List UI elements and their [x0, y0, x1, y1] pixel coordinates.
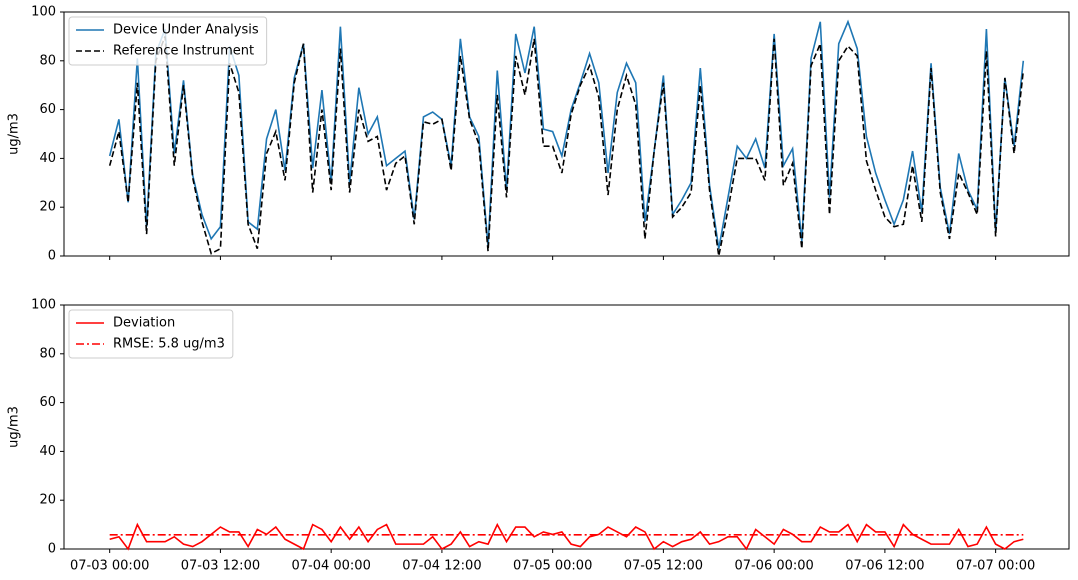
legend-label: Device Under Analysis — [113, 23, 259, 38]
y-tick-label: 20 — [39, 200, 56, 215]
series-line — [108, 19, 1025, 249]
y-tick-label: 0 — [48, 249, 56, 264]
legend-label: Deviation — [113, 316, 175, 331]
plot-area — [63, 304, 1070, 550]
x-tick-label: 07-05 00:00 — [513, 559, 592, 574]
y-tick-label: 0 — [48, 542, 56, 557]
y-axis-label: ug/m3 — [7, 406, 22, 448]
series-line — [108, 36, 1025, 257]
y-tick-label: 80 — [39, 346, 56, 361]
x-tick-label: 07-03 12:00 — [181, 559, 260, 574]
legend-box — [68, 16, 268, 66]
x-tick-label: 07-05 12:00 — [624, 559, 703, 574]
y-tick-label: 60 — [39, 102, 56, 117]
legend-box — [68, 309, 234, 359]
y-tick-label: 20 — [39, 493, 56, 508]
legend-label: RMSE: 5.8 ug/m3 — [113, 337, 225, 352]
y-tick-label: 60 — [39, 395, 56, 410]
x-tick-label: 07-07 00:00 — [956, 559, 1035, 574]
series-line — [109, 522, 1024, 551]
y-tick-label: 40 — [39, 444, 56, 459]
x-tick-label: 07-06 12:00 — [845, 559, 924, 574]
x-tick-label: 07-04 00:00 — [291, 559, 370, 574]
y-tick-label: 100 — [31, 298, 56, 313]
x-tick-label: 07-06 00:00 — [734, 559, 813, 574]
y-axis-label: ug/m3 — [7, 113, 22, 155]
y-tick-label: 40 — [39, 151, 56, 166]
y-tick-label: 100 — [31, 5, 56, 20]
x-tick-label: 07-04 12:00 — [402, 559, 481, 574]
x-tick-label: 07-03 00:00 — [70, 559, 149, 574]
y-tick-label: 80 — [39, 53, 56, 68]
legend-label: Reference Instrument — [113, 44, 254, 59]
plot-area — [63, 11, 1070, 257]
